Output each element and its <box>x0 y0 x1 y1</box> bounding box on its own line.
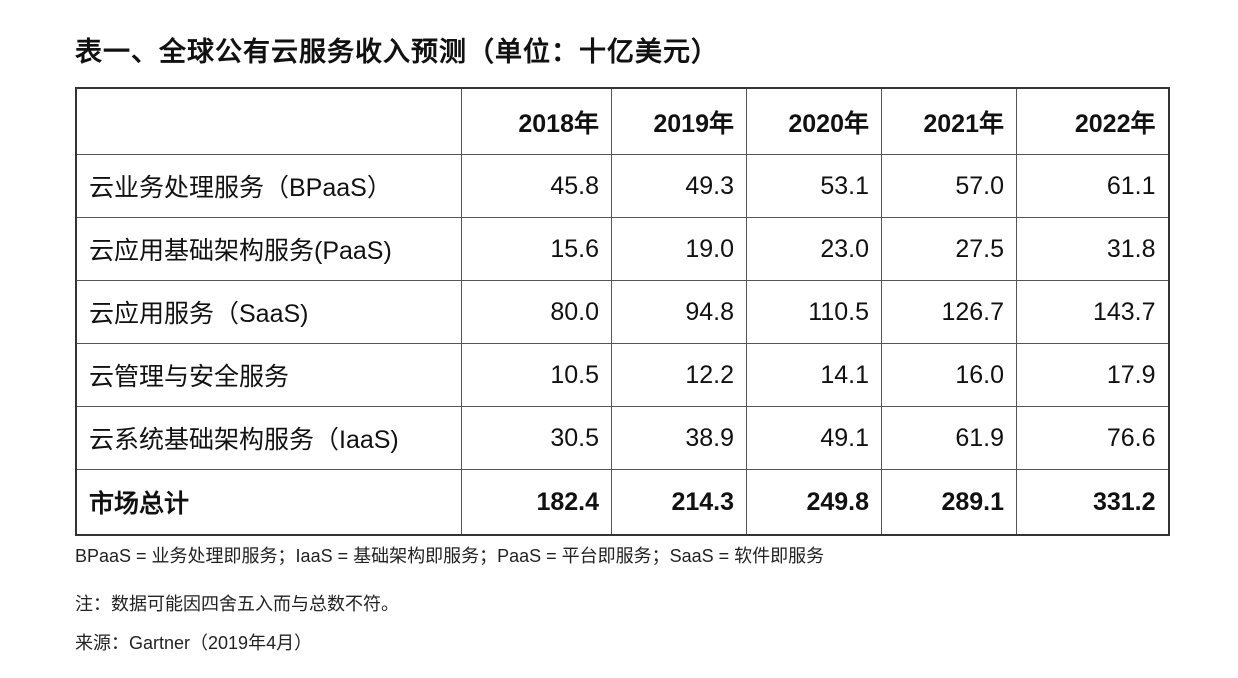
row-label: 云管理与安全服务 <box>75 343 462 407</box>
value-cell: 110.5 <box>746 280 882 344</box>
row-label: 云系统基础架构服务（IaaS) <box>75 406 462 470</box>
value-cell: 331.2 <box>1016 469 1169 536</box>
row-label: 云应用基础架构服务(PaaS) <box>75 217 462 281</box>
value-cell: 12.2 <box>611 343 747 407</box>
abbreviation-note: BPaaS = 业务处理即服务；IaaS = 基础架构即服务；PaaS = 平台… <box>75 546 825 566</box>
value-cell: 49.3 <box>611 154 747 218</box>
value-cell: 182.4 <box>461 469 612 536</box>
value-cell: 289.1 <box>881 469 1017 536</box>
value-cell: 94.8 <box>611 280 747 344</box>
value-cell: 31.8 <box>1016 217 1169 281</box>
value-cell: 53.1 <box>746 154 882 218</box>
header-cell: 2022年 <box>1016 87 1169 155</box>
value-cell: 17.9 <box>1016 343 1169 407</box>
value-cell: 30.5 <box>461 406 612 470</box>
value-cell: 19.0 <box>611 217 747 281</box>
value-cell: 57.0 <box>881 154 1017 218</box>
value-cell: 23.0 <box>746 217 882 281</box>
value-cell: 49.1 <box>746 406 882 470</box>
value-cell: 38.9 <box>611 406 747 470</box>
value-cell: 61.9 <box>881 406 1017 470</box>
value-cell: 45.8 <box>461 154 612 218</box>
table-title: 表一、全球公有云服务收入预测（单位：十亿美元） <box>75 37 719 67</box>
header-cell <box>75 87 462 155</box>
source-note: 来源：Gartner（2019年4月） <box>75 633 313 653</box>
row-label: 市场总计 <box>75 469 462 536</box>
header-row: 2018年 2019年 2020年 2021年 2022年 <box>75 87 1169 155</box>
value-cell: 214.3 <box>611 469 747 536</box>
value-cell: 80.0 <box>461 280 612 344</box>
table-row: 云系统基础架构服务（IaaS) 30.5 38.9 49.1 61.9 76.6 <box>75 406 1169 470</box>
value-cell: 16.0 <box>881 343 1017 407</box>
value-cell: 61.1 <box>1016 154 1169 218</box>
value-cell: 10.5 <box>461 343 612 407</box>
header-cell: 2018年 <box>461 87 612 155</box>
table-row: 云应用基础架构服务(PaaS) 15.6 19.0 23.0 27.5 31.8 <box>75 217 1169 281</box>
forecast-table: 2018年 2019年 2020年 2021年 2022年 云业务处理服务（BP… <box>75 87 1170 536</box>
value-cell: 126.7 <box>881 280 1017 344</box>
header-cell: 2021年 <box>881 87 1017 155</box>
value-cell: 14.1 <box>746 343 882 407</box>
row-label: 云业务处理服务（BPaaS） <box>75 154 462 218</box>
value-cell: 143.7 <box>1016 280 1169 344</box>
value-cell: 15.6 <box>461 217 612 281</box>
table-row: 云业务处理服务（BPaaS） 45.8 49.3 53.1 57.0 61.1 <box>75 154 1169 218</box>
value-cell: 249.8 <box>746 469 882 536</box>
value-cell: 27.5 <box>881 217 1017 281</box>
row-label: 云应用服务（SaaS) <box>75 280 462 344</box>
total-row: 市场总计 182.4 214.3 249.8 289.1 331.2 <box>75 469 1169 536</box>
header-cell: 2019年 <box>611 87 747 155</box>
value-cell: 76.6 <box>1016 406 1169 470</box>
rounding-note: 注：数据可能因四舍五入而与总数不符。 <box>75 594 399 614</box>
table-row: 云管理与安全服务 10.5 12.2 14.1 16.0 17.9 <box>75 343 1169 407</box>
header-cell: 2020年 <box>746 87 882 155</box>
table-row: 云应用服务（SaaS) 80.0 94.8 110.5 126.7 143.7 <box>75 280 1169 344</box>
